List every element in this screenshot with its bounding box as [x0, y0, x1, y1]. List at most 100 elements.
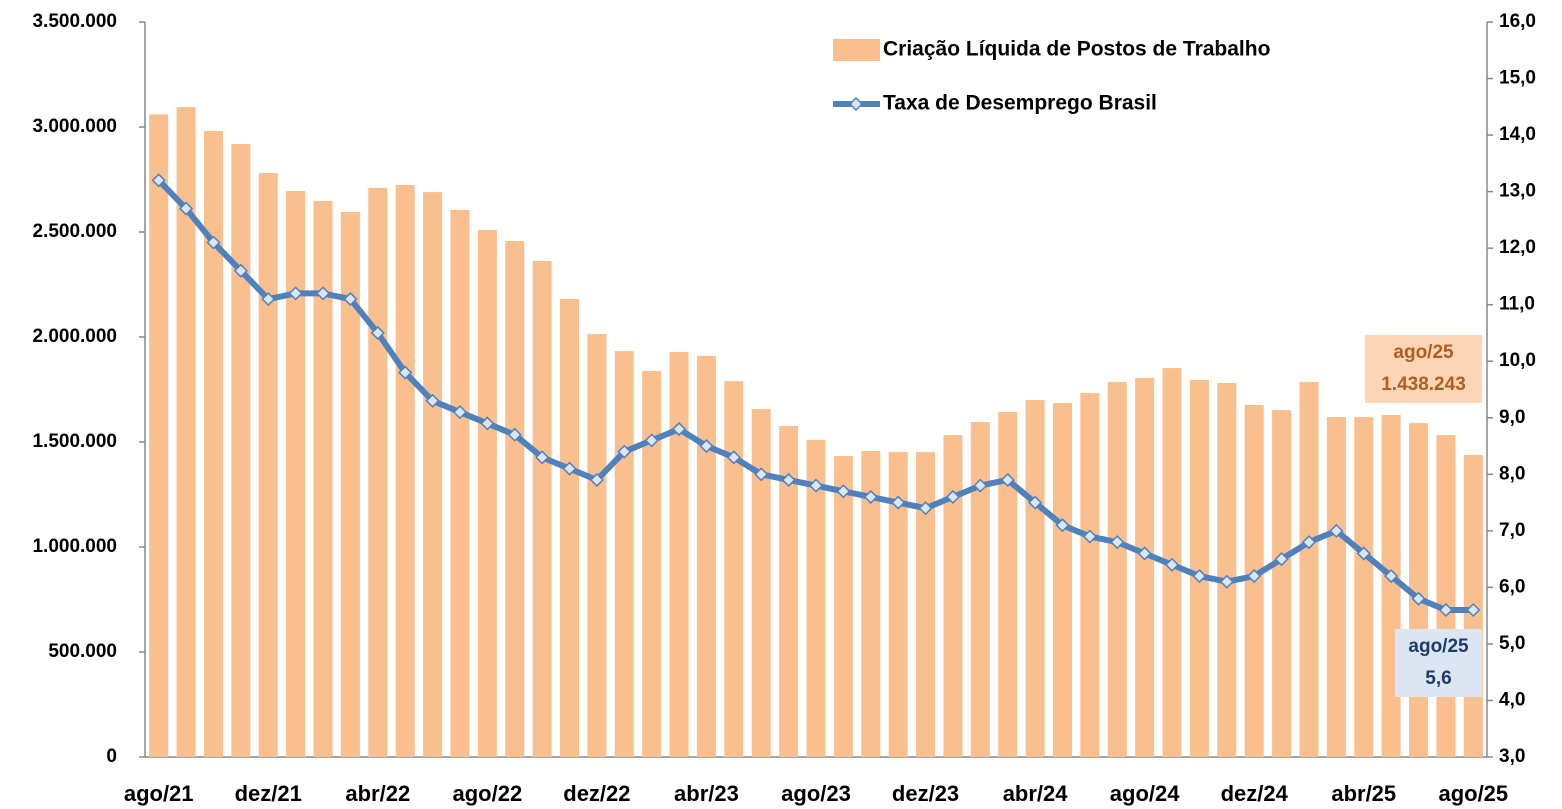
marker [562, 461, 577, 476]
marker [1274, 552, 1289, 567]
bar [1436, 435, 1456, 757]
bar [1025, 400, 1045, 757]
y2-tick-label: 5,0 [1499, 633, 1525, 654]
y-tick-label: 1.500.000 [32, 431, 117, 452]
bar [998, 411, 1018, 757]
bar [450, 209, 470, 757]
bar [286, 191, 306, 758]
x-tick-label: ago/22 [452, 781, 522, 806]
marker [1000, 472, 1015, 488]
marker [1082, 529, 1097, 544]
marker [1438, 602, 1453, 618]
bar [258, 172, 278, 758]
marker [535, 450, 550, 465]
bar [1135, 377, 1155, 757]
marker [1301, 535, 1317, 550]
x-tick-label: abr/24 [1003, 781, 1069, 806]
legend-marker [848, 96, 864, 112]
bar [587, 334, 607, 757]
marker [452, 405, 468, 420]
bar [916, 452, 936, 757]
marker [863, 489, 878, 504]
bar [614, 351, 634, 757]
marker [1137, 546, 1152, 561]
marker [151, 173, 166, 188]
bar [833, 456, 853, 757]
marker [945, 489, 960, 504]
y-tick-label: 500.000 [48, 641, 117, 662]
y-tick-label: 1.000.000 [32, 536, 117, 557]
bar [395, 184, 415, 757]
marker [370, 325, 385, 341]
marker [507, 427, 522, 442]
marker [398, 365, 413, 380]
bar [368, 187, 388, 757]
y2-tick-label: 15,0 [1499, 68, 1536, 89]
y-tick-label: 2.000.000 [32, 326, 117, 347]
marker [315, 286, 331, 301]
bar [696, 355, 716, 757]
bar [1272, 410, 1292, 757]
y2-tick-label: 4,0 [1499, 689, 1525, 710]
y-tick-label: 0 [106, 746, 117, 767]
y-tick-label: 2.500.000 [32, 221, 117, 242]
y2-tick-label: 12,0 [1499, 237, 1536, 258]
marker [1055, 518, 1070, 533]
marker [918, 501, 933, 516]
y2-tick-label: 13,0 [1499, 181, 1536, 202]
bar [477, 229, 497, 757]
x-tick-label: abr/23 [674, 781, 739, 806]
marker [343, 291, 358, 307]
bar [724, 381, 744, 757]
marker [808, 478, 824, 493]
y2-tick-label: 14,0 [1499, 124, 1536, 145]
annotation-box [1365, 335, 1482, 403]
legend-label: Taxa de Desemprego Brasil [883, 92, 1157, 115]
bar [1107, 381, 1127, 757]
bar [176, 107, 196, 758]
bar [505, 241, 525, 757]
marker [754, 467, 769, 482]
bar [1326, 417, 1346, 757]
x-tick-label: ago/23 [781, 781, 851, 806]
y2-tick-label: 16,0 [1499, 11, 1536, 32]
x-tick-label: ago/24 [1110, 781, 1180, 806]
marker [836, 484, 851, 499]
marker [1028, 495, 1043, 510]
y2-tick-label: 9,0 [1499, 407, 1525, 428]
marker [206, 235, 221, 250]
bar [1299, 381, 1319, 757]
bar [970, 422, 990, 757]
marker [1110, 535, 1125, 550]
bar [806, 439, 826, 757]
bar [1080, 393, 1100, 757]
annotation-box [1395, 629, 1482, 697]
bar [1381, 414, 1401, 757]
y-tick-label: 3.500.000 [32, 11, 117, 32]
bar [1354, 417, 1374, 757]
x-tick-label: dez/24 [1221, 781, 1289, 806]
annotation-text: 5,6 [1425, 668, 1451, 689]
bar [779, 426, 799, 757]
bar [423, 192, 443, 758]
bar [888, 452, 908, 757]
marker [261, 291, 276, 307]
bar [203, 130, 223, 758]
marker [1219, 574, 1234, 589]
x-tick-label: abr/22 [345, 781, 410, 806]
marker [781, 472, 796, 488]
marker [617, 444, 632, 459]
legend-swatch [833, 39, 880, 61]
marker [425, 393, 440, 408]
legend-label: Criação Líquida de Postos de Trabalho [883, 38, 1270, 61]
y2-tick-label: 3,0 [1499, 746, 1525, 767]
marker [1247, 569, 1262, 584]
marker [1329, 523, 1344, 538]
x-tick-label: dez/21 [235, 781, 302, 806]
marker [726, 450, 741, 465]
marker [672, 422, 687, 437]
marker [644, 433, 659, 448]
x-tick-label: ago/25 [1438, 781, 1508, 806]
y2-tick-label: 6,0 [1499, 576, 1525, 597]
